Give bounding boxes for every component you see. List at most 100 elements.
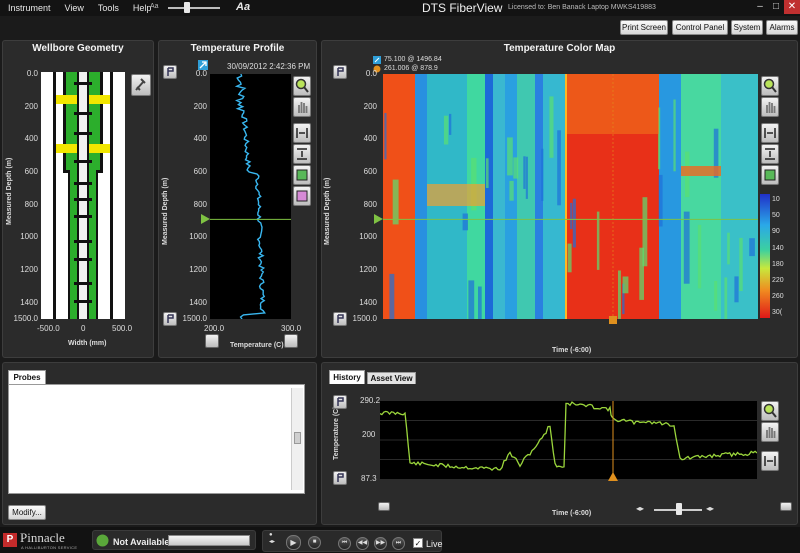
colormap-streak xyxy=(622,283,625,315)
system-button[interactable]: System xyxy=(731,20,763,35)
play-button[interactable]: ▶ xyxy=(286,535,301,550)
colormap-streak xyxy=(507,137,513,176)
history-trace xyxy=(380,401,757,471)
wellbore-xtick: -500.0 xyxy=(37,324,60,333)
zoom-icon[interactable] xyxy=(293,76,311,96)
scale-tick: 30( xyxy=(772,309,783,317)
history-fit-icon[interactable] xyxy=(761,451,779,471)
cm-snapshot-icon[interactable] xyxy=(761,165,779,185)
time-zoom-slider-thumb[interactable] xyxy=(676,503,682,515)
colormap-ytick: 1400 xyxy=(359,297,377,307)
colormap-streak xyxy=(513,157,519,179)
font-size-slider-track[interactable] xyxy=(168,7,220,9)
snapshot-icon[interactable] xyxy=(293,165,311,185)
colormap-streak xyxy=(727,232,730,265)
fit-horizontal-icon[interactable] xyxy=(293,123,311,143)
fast-forward-button[interactable]: ▶▶ xyxy=(374,537,387,550)
cm-depth-marker-handle[interactable] xyxy=(374,214,383,225)
profile-ytick: 0.0 xyxy=(195,69,207,78)
wellbore-settings-icon[interactable] xyxy=(131,74,151,96)
colormap-streak xyxy=(468,280,475,319)
wellbore-ytick: 800 xyxy=(24,199,38,209)
probes-scrollbar[interactable] xyxy=(291,388,303,490)
colormap-streak xyxy=(749,238,755,257)
font-size-slider-thumb[interactable] xyxy=(184,2,190,13)
depth-bottom-button[interactable] xyxy=(163,312,177,326)
license-text: Licensed to: Ben Banack Laptop MWKS41988… xyxy=(508,4,656,11)
pinnacle-logo-mark: P xyxy=(3,533,17,547)
colormap-band xyxy=(493,74,505,319)
pan-hand-icon[interactable] xyxy=(293,97,311,117)
history-time-cursor[interactable] xyxy=(608,472,618,481)
history-pan-hand-icon[interactable] xyxy=(761,422,779,442)
menu-view[interactable]: View xyxy=(64,3,84,13)
colormap-band xyxy=(415,74,427,319)
cursor-2-readout: 261.006 @ 878.9 xyxy=(384,65,438,72)
cm-zoom-icon[interactable] xyxy=(761,76,779,96)
colormap-streak xyxy=(462,213,468,231)
menu-tools[interactable]: Tools xyxy=(97,3,119,13)
skip-start-button[interactable]: ⏮ xyxy=(338,537,351,550)
fit-vertical-icon[interactable] xyxy=(293,144,311,164)
profile-trace xyxy=(234,74,266,319)
temp-min-button[interactable] xyxy=(205,334,219,348)
history-xlabel: Time (-6:00) xyxy=(552,510,592,517)
menu-help[interactable]: Help xyxy=(132,3,152,13)
temperature-profile-plot[interactable] xyxy=(210,74,291,319)
colormap-streak xyxy=(713,128,719,178)
history-end-button[interactable] xyxy=(780,502,792,511)
alarms-button[interactable]: Alarms xyxy=(766,20,798,35)
colormap-streak xyxy=(384,113,387,160)
wellbore-ytick: 0.0 xyxy=(26,69,38,78)
history-max-button[interactable] xyxy=(333,395,347,409)
temperature-color-map[interactable] xyxy=(383,74,758,319)
probes-tab[interactable]: Probes xyxy=(8,370,46,384)
cm-depth-top-button[interactable] xyxy=(333,65,347,79)
time-scroll-left-icon[interactable]: ◂▸ xyxy=(636,504,645,513)
menu-instrument[interactable]: Instrument xyxy=(8,3,51,13)
history-zoom-icon[interactable] xyxy=(761,401,779,421)
cm-depth-bottom-button[interactable] xyxy=(333,312,347,326)
modify-button[interactable]: Modify... xyxy=(8,505,46,520)
pinnacle-logo: Pinnacle xyxy=(20,530,65,545)
playback-options-icon[interactable]: ● ◂▸ xyxy=(269,532,276,545)
probes-list[interactable] xyxy=(8,384,305,494)
asset-view-tab[interactable]: Asset View xyxy=(367,372,416,384)
close-button[interactable]: ✕ xyxy=(784,0,800,14)
scale-tick: 50 xyxy=(772,212,780,220)
colormap-streak xyxy=(525,156,528,199)
print-screen-button[interactable]: Print Screen xyxy=(620,20,668,35)
time-zoom-icon[interactable]: ◂▸ xyxy=(706,504,715,513)
temp-max-button[interactable] xyxy=(284,334,298,348)
colormap-streak xyxy=(572,198,576,248)
scale-tick: 260 xyxy=(772,293,784,301)
profile-ytick: 1000 xyxy=(189,232,207,242)
colormap-streak xyxy=(683,211,690,284)
stop-button[interactable]: ■ xyxy=(308,536,321,549)
live-checkbox[interactable]: ✓ xyxy=(413,538,423,548)
colormap-band xyxy=(485,74,493,319)
control-panel-button[interactable]: Control Panel xyxy=(672,20,728,35)
depth-top-button[interactable] xyxy=(163,65,177,79)
history-plot[interactable] xyxy=(380,401,757,479)
expand-icon[interactable] xyxy=(198,60,208,70)
skip-end-button[interactable]: ⏭ xyxy=(392,537,405,550)
history-min-button[interactable] xyxy=(333,471,347,485)
colormap-ytick: 1000 xyxy=(359,232,377,242)
colormap-streak xyxy=(622,276,629,294)
history-start-button[interactable] xyxy=(378,502,390,511)
profile-ytick: 400 xyxy=(193,134,207,144)
cm-fit-horizontal-icon[interactable] xyxy=(761,123,779,143)
profile-ytick: 1200 xyxy=(189,265,207,274)
history-tab[interactable]: History xyxy=(329,370,365,384)
colormap-band xyxy=(543,74,565,319)
rewind-button[interactable]: ◀◀ xyxy=(356,537,369,550)
colormap-streak xyxy=(449,113,452,135)
minimize-button[interactable]: – xyxy=(757,1,763,12)
cm-pan-hand-icon[interactable] xyxy=(761,97,779,117)
depth-marker-handle[interactable] xyxy=(201,214,210,225)
maximize-button[interactable]: □ xyxy=(772,1,780,12)
cm-fit-vertical-icon[interactable] xyxy=(761,144,779,164)
overlay-icon[interactable] xyxy=(293,186,311,206)
time-cursor-handle[interactable] xyxy=(608,315,618,325)
